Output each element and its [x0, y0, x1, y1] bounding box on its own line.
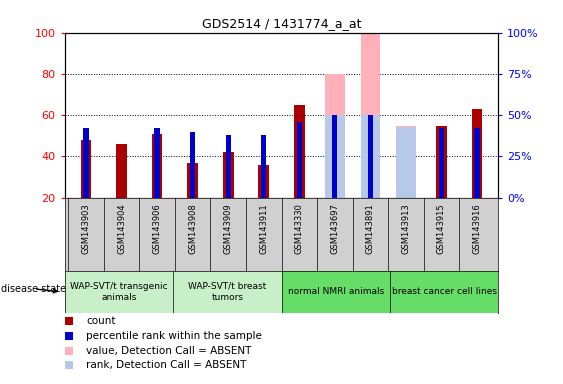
Text: WAP-SVT/t breast
tumors: WAP-SVT/t breast tumors: [188, 282, 266, 302]
Bar: [190, 132, 195, 198]
Text: GSM143697: GSM143697: [330, 204, 339, 255]
Bar: [187, 163, 198, 198]
Bar: [117, 144, 127, 198]
Title: GDS2514 / 1431774_a_at: GDS2514 / 1431774_a_at: [202, 17, 361, 30]
Bar: [368, 115, 373, 198]
Bar: [261, 135, 266, 198]
Bar: [360, 33, 380, 198]
Text: normal NMRI animals: normal NMRI animals: [288, 287, 384, 296]
Text: count: count: [87, 316, 116, 326]
Bar: [325, 74, 345, 198]
Text: GSM143911: GSM143911: [259, 204, 268, 254]
Bar: [396, 127, 415, 198]
Bar: [325, 115, 345, 198]
Text: rank, Detection Call = ABSENT: rank, Detection Call = ABSENT: [87, 360, 247, 371]
Text: GSM143915: GSM143915: [437, 204, 446, 254]
Bar: [258, 165, 269, 198]
Bar: [472, 109, 482, 198]
Text: breast cancer cell lines: breast cancer cell lines: [391, 287, 497, 296]
Bar: [360, 115, 380, 198]
Bar: [474, 128, 480, 198]
Text: GSM143904: GSM143904: [117, 204, 126, 254]
Text: GSM143330: GSM143330: [295, 204, 304, 255]
Text: GSM143903: GSM143903: [82, 204, 91, 254]
Bar: [294, 105, 305, 198]
Text: percentile rank within the sample: percentile rank within the sample: [87, 331, 262, 341]
Bar: [81, 140, 91, 198]
Text: GSM143909: GSM143909: [224, 204, 233, 254]
Bar: [396, 126, 415, 198]
Text: disease state: disease state: [1, 284, 66, 294]
Text: value, Detection Call = ABSENT: value, Detection Call = ABSENT: [87, 346, 252, 356]
Bar: [436, 126, 446, 198]
Bar: [439, 128, 444, 198]
Bar: [152, 134, 163, 198]
Text: GSM143891: GSM143891: [366, 204, 375, 254]
Bar: [226, 135, 231, 198]
Text: GSM143913: GSM143913: [401, 204, 410, 254]
Text: GSM143916: GSM143916: [472, 204, 481, 254]
Text: GSM143906: GSM143906: [153, 204, 162, 254]
Bar: [223, 152, 234, 198]
Text: GSM143908: GSM143908: [188, 204, 197, 254]
Bar: [297, 122, 302, 198]
Bar: [83, 128, 89, 198]
Text: WAP-SVT/t transgenic
animals: WAP-SVT/t transgenic animals: [70, 282, 168, 302]
Bar: [332, 115, 337, 198]
Bar: [154, 128, 160, 198]
